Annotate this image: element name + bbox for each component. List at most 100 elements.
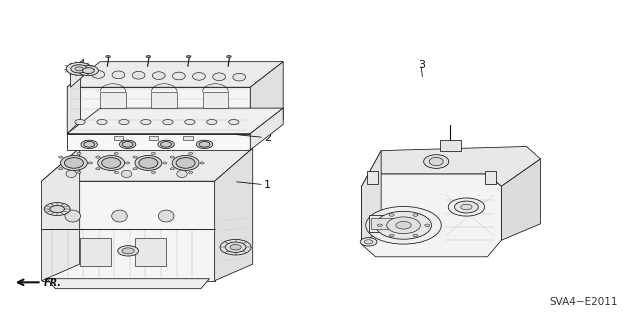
Circle shape: [133, 168, 137, 170]
Bar: [152, 92, 177, 108]
Circle shape: [97, 120, 107, 125]
Circle shape: [78, 66, 99, 76]
Ellipse shape: [139, 158, 158, 168]
Bar: [371, 218, 397, 229]
Circle shape: [189, 171, 193, 174]
Circle shape: [454, 201, 478, 213]
Circle shape: [185, 120, 195, 125]
Ellipse shape: [102, 158, 121, 168]
Circle shape: [389, 234, 394, 237]
Bar: [184, 136, 193, 140]
Circle shape: [413, 214, 418, 216]
Ellipse shape: [177, 170, 187, 178]
Polygon shape: [250, 62, 283, 134]
Text: FR.: FR.: [44, 278, 61, 288]
Ellipse shape: [66, 170, 76, 178]
Ellipse shape: [196, 140, 212, 149]
Polygon shape: [501, 159, 541, 240]
Ellipse shape: [176, 158, 195, 168]
Circle shape: [71, 65, 87, 73]
Circle shape: [75, 120, 85, 125]
Polygon shape: [67, 108, 283, 134]
Circle shape: [96, 168, 100, 170]
Ellipse shape: [84, 142, 95, 147]
Circle shape: [376, 211, 431, 239]
Bar: [135, 238, 166, 266]
Polygon shape: [42, 148, 79, 281]
Ellipse shape: [159, 210, 174, 222]
Ellipse shape: [92, 70, 105, 78]
Polygon shape: [47, 279, 209, 289]
Circle shape: [377, 224, 382, 226]
Polygon shape: [67, 74, 81, 134]
Circle shape: [228, 120, 239, 125]
Circle shape: [77, 152, 81, 154]
Circle shape: [186, 56, 191, 58]
Text: 3: 3: [418, 60, 425, 70]
Ellipse shape: [122, 170, 132, 178]
Circle shape: [170, 168, 174, 170]
Ellipse shape: [172, 72, 185, 80]
Circle shape: [461, 204, 472, 210]
Ellipse shape: [429, 158, 444, 166]
Polygon shape: [42, 181, 214, 281]
Circle shape: [170, 156, 174, 158]
Polygon shape: [67, 134, 250, 150]
Bar: [203, 92, 228, 108]
Circle shape: [119, 120, 129, 125]
Circle shape: [50, 205, 65, 213]
Bar: [369, 215, 399, 232]
Circle shape: [125, 162, 130, 164]
Text: SVA4−E2011: SVA4−E2011: [549, 297, 618, 308]
Circle shape: [389, 214, 394, 216]
Ellipse shape: [233, 73, 246, 81]
Ellipse shape: [212, 73, 225, 81]
Circle shape: [114, 152, 118, 154]
Polygon shape: [67, 87, 250, 134]
Bar: [367, 171, 378, 184]
Polygon shape: [42, 148, 253, 181]
Ellipse shape: [193, 72, 205, 80]
Ellipse shape: [98, 155, 125, 170]
Polygon shape: [67, 62, 283, 87]
Circle shape: [448, 198, 484, 216]
Circle shape: [118, 246, 138, 256]
Circle shape: [146, 56, 151, 58]
Circle shape: [163, 162, 167, 164]
Text: 2: 2: [264, 133, 271, 143]
Ellipse shape: [135, 155, 162, 170]
Circle shape: [152, 152, 156, 154]
Circle shape: [413, 234, 418, 237]
Circle shape: [189, 152, 193, 154]
Circle shape: [152, 171, 156, 174]
Polygon shape: [362, 174, 501, 257]
Circle shape: [96, 156, 100, 158]
Circle shape: [59, 156, 63, 158]
Bar: [100, 92, 126, 108]
Circle shape: [396, 221, 412, 229]
Circle shape: [230, 244, 241, 250]
Polygon shape: [362, 151, 381, 244]
Circle shape: [83, 68, 94, 74]
Ellipse shape: [81, 140, 97, 149]
Ellipse shape: [112, 210, 127, 222]
Ellipse shape: [122, 142, 133, 147]
Bar: [440, 140, 461, 151]
Ellipse shape: [152, 72, 165, 79]
Ellipse shape: [65, 210, 81, 222]
Circle shape: [44, 203, 70, 216]
Circle shape: [88, 162, 92, 164]
Ellipse shape: [65, 158, 83, 168]
Polygon shape: [70, 59, 84, 87]
Ellipse shape: [61, 155, 88, 170]
Circle shape: [425, 224, 430, 226]
Circle shape: [207, 120, 217, 125]
Circle shape: [200, 162, 204, 164]
Bar: [148, 136, 158, 140]
Bar: [79, 238, 111, 266]
Circle shape: [114, 171, 118, 174]
Circle shape: [141, 120, 151, 125]
Circle shape: [75, 67, 83, 71]
Circle shape: [67, 63, 92, 75]
Circle shape: [122, 248, 134, 254]
